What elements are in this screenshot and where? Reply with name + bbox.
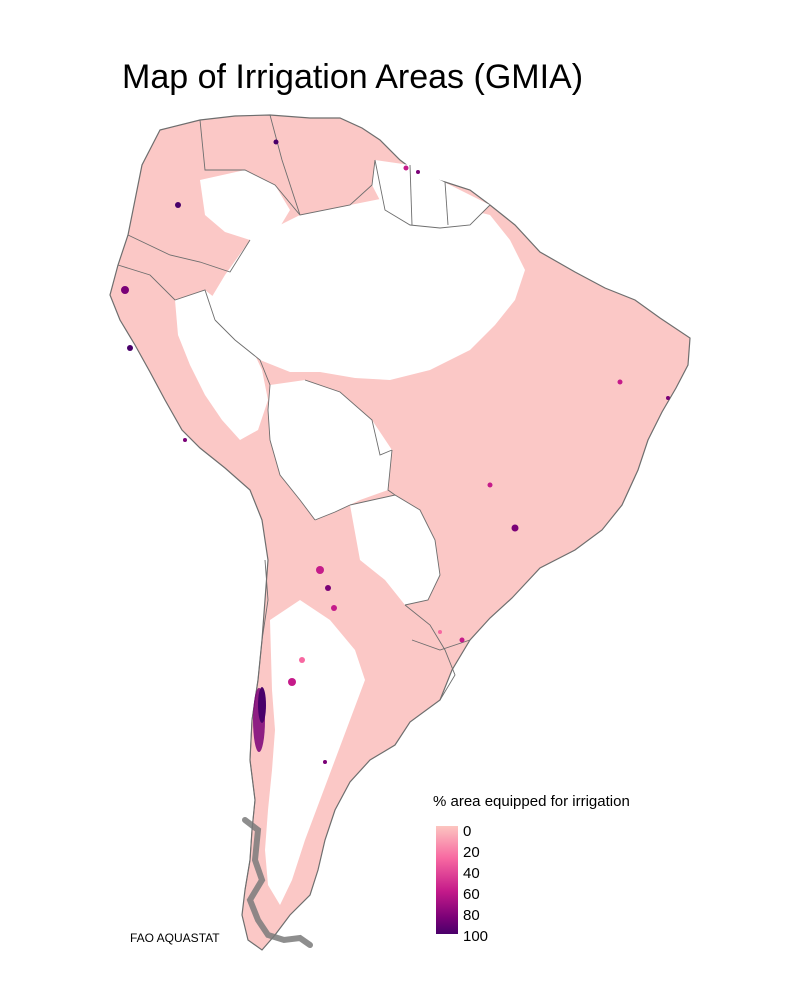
country-borders: [117, 114, 491, 891]
source-credit: FAO AQUASTAT: [130, 931, 220, 945]
legend-tick: 100: [463, 928, 489, 945]
legend-tick: 60: [463, 886, 480, 903]
map-title: Map of Irrigation Areas (GMIA): [122, 58, 584, 96]
legend-tick: 20: [463, 844, 480, 861]
peru-white-region: [175, 290, 268, 440]
irrigation-hotspots: [121, 139, 670, 764]
guyana-white-region: [372, 160, 490, 228]
legend-color-bar: [436, 826, 458, 934]
bolivia-white-region: [268, 380, 392, 520]
colombia-white-region: [200, 170, 290, 240]
patagonia-white-region: [265, 600, 365, 905]
paraguay-white-region: [350, 495, 440, 605]
legend-tick: 40: [463, 865, 480, 882]
patagonia-coastline: [242, 817, 313, 948]
legend-tick: 80: [463, 907, 480, 924]
legend-title: % area equipped for irrigation: [433, 793, 630, 810]
amazon-white-region: [210, 195, 525, 380]
legend-tick: 0: [463, 823, 472, 840]
